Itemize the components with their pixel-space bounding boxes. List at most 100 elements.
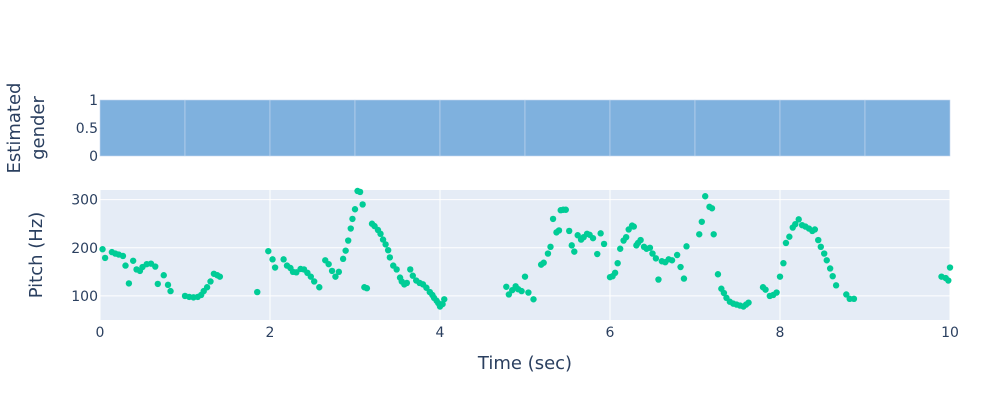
gender-bar <box>779 99 866 157</box>
pitch-point <box>683 243 690 250</box>
pitch-point <box>441 296 448 303</box>
pitch-point <box>821 250 828 257</box>
pitch-point <box>505 291 513 298</box>
pitch-point <box>316 284 323 291</box>
pitch-point <box>817 243 824 251</box>
pitch-point <box>359 201 366 208</box>
pitch-point <box>386 254 394 261</box>
pitch-point <box>439 300 446 308</box>
pitch-point <box>594 250 601 258</box>
pitch-point <box>345 237 352 244</box>
pitch-point <box>710 231 717 238</box>
pitch-point <box>335 268 343 276</box>
pitch-point <box>280 256 287 263</box>
gender-y-tick-label: 0 <box>89 149 98 165</box>
pitch-point <box>589 234 597 242</box>
pitch-point <box>945 277 952 284</box>
time-x-tick-label: 8 <box>776 325 785 341</box>
pitch-point <box>677 263 684 271</box>
pitch-point <box>203 284 211 291</box>
pitch-axis-title: Pitch (Hz) <box>26 212 47 299</box>
pitch-point <box>99 246 106 253</box>
pitch-point <box>540 259 547 266</box>
pitch-point <box>795 216 802 223</box>
pitch-point <box>125 280 133 287</box>
pitch-point <box>708 205 716 212</box>
pitch-point <box>423 284 430 291</box>
pitch-point <box>617 245 624 252</box>
pitch-point <box>363 285 371 292</box>
pitch-point <box>342 247 349 254</box>
pitch-point <box>379 236 387 243</box>
pitch-panel: 100 200 300 0 2 4 6 8 10 Pitch (Hz) Time (sec) <box>26 187 959 374</box>
pitch-point <box>152 263 159 270</box>
time-x-tick-label: 6 <box>606 325 615 341</box>
pitch-point <box>407 266 414 273</box>
pitch-point <box>646 244 654 251</box>
pitch-point <box>680 275 688 282</box>
pitch-y-tick-label: 100 <box>71 289 98 305</box>
pitch-point <box>207 278 214 285</box>
gender-bar <box>354 99 441 157</box>
time-x-ticks: 0 2 4 6 8 10 <box>96 325 959 341</box>
pitch-point <box>829 272 836 280</box>
pitch-point <box>649 250 656 257</box>
gender-axis-title-line1: Estimated <box>4 83 25 174</box>
pitch-point <box>698 218 705 225</box>
pitch-point <box>154 280 161 288</box>
gender-axis-title-line2: gender <box>28 95 49 159</box>
gender-y-ticks: 00.51 <box>76 93 98 165</box>
pitch-y-tick-label: 300 <box>71 193 98 209</box>
pitch-point <box>549 215 557 223</box>
gender-panel: 00.51 Estimated gender <box>4 83 951 174</box>
pitch-point <box>815 236 822 244</box>
pitch-point <box>946 264 954 271</box>
pitch-point <box>129 257 137 264</box>
pitch-point <box>269 256 276 263</box>
pitch-point <box>745 299 752 306</box>
pitch-point <box>566 227 573 235</box>
gender-bar <box>609 99 696 157</box>
pitch-point <box>555 227 563 234</box>
pitch-point <box>776 273 784 280</box>
pitch-point <box>254 288 261 296</box>
pitch-point <box>525 289 532 296</box>
pitch-point <box>403 279 411 287</box>
pitch-point <box>668 257 676 264</box>
pitch-point <box>597 230 604 237</box>
pitch-point <box>786 233 793 240</box>
pitch-point <box>160 272 167 279</box>
pitch-point <box>311 278 318 285</box>
pitch-point <box>307 273 314 280</box>
pitch-point <box>780 259 787 267</box>
pitch-point <box>568 242 575 249</box>
gender-bar <box>439 99 526 157</box>
pitch-point <box>339 255 347 263</box>
pitch-point <box>356 188 364 196</box>
pitch-point <box>377 230 384 238</box>
pitch-point <box>547 243 554 251</box>
gender-bars <box>99 99 951 157</box>
gender-bar <box>269 99 356 157</box>
pitch-point <box>792 220 799 228</box>
pitch-point <box>521 273 529 280</box>
pitch-point <box>630 223 637 230</box>
gender-bar <box>524 99 611 157</box>
gender-y-tick-label: 0.5 <box>76 121 98 137</box>
pitch-point <box>637 236 644 244</box>
pitch-point <box>652 255 660 262</box>
pitch-point <box>332 273 339 280</box>
pitch-y-ticks: 100 200 300 <box>71 193 98 305</box>
gender-bar <box>184 99 271 157</box>
pitch-point <box>762 286 769 293</box>
time-axis-title: Time (sec) <box>477 353 572 374</box>
pitch-point <box>503 283 510 290</box>
pitch-point <box>122 262 129 269</box>
pitch-point <box>351 206 359 213</box>
pitch-point <box>349 215 356 223</box>
pitch-point <box>832 282 840 289</box>
pitch-point <box>101 254 109 262</box>
pitch-point <box>347 225 354 232</box>
pitch-point <box>600 240 608 248</box>
